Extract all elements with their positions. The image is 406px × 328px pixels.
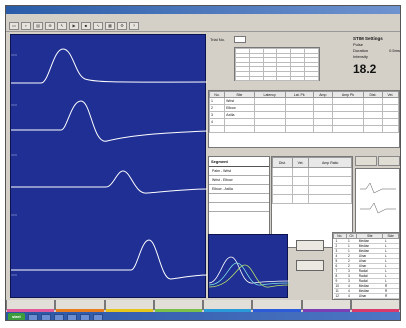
bottom-tab[interactable] (153, 300, 203, 312)
settings-row: Duration 0.5ms (353, 48, 400, 53)
title-bar (6, 6, 400, 14)
list-item[interactable]: Elbow - Axilla (209, 185, 269, 194)
tab-color-bar (105, 309, 153, 312)
trace-2 (11, 100, 207, 142)
tab-color-bar (253, 309, 301, 312)
latency-table: No. Site Latency Lat. Pk Amp Amp Pk Dist. Ve… (208, 90, 400, 148)
segment-heading: Segment (209, 157, 269, 167)
list-item[interactable] (209, 203, 269, 212)
table-row[interactable] (272, 176, 352, 186)
results-panel: Trial No. STIM Settings Pulse Duration 0.… (208, 34, 400, 300)
toolbar: ▭ ▪ ▤ ⊕ ↖ ▶ ■ ∿ ▦ ⚙ ? (6, 21, 400, 32)
trace-4 (11, 239, 207, 280)
open-icon[interactable]: ▭ (9, 22, 19, 30)
tab-color-bar (7, 309, 55, 312)
app-window: ▭ ▪ ▤ ⊕ ↖ ▶ ■ ∿ ▦ ⚙ ? (5, 5, 401, 321)
tab-color-bar (204, 309, 252, 312)
table-row[interactable] (272, 185, 352, 195)
settings-row: Pulse (353, 42, 364, 47)
trace-list: No. Ch Site Side 1 1 Median L 2 1 Median L 3 1 Medi… (332, 232, 400, 300)
save-icon[interactable]: ▪ (21, 22, 31, 30)
table-row[interactable]: 9 3 Radial L (333, 278, 399, 284)
table-row[interactable]: 3 Axilla (209, 111, 399, 119)
zoom-icon[interactable]: ⊕ (45, 22, 55, 30)
table-icon[interactable]: ▦ (105, 22, 115, 30)
control-button[interactable] (296, 260, 324, 271)
table-row[interactable] (209, 125, 399, 133)
waveform-traces (11, 48, 207, 280)
bottom-tab[interactable] (6, 300, 56, 312)
settings-heading: STIM Settings (353, 36, 383, 41)
intensity-value: 18.2 (353, 62, 377, 76)
table-row[interactable]: 8 3 Radial L (333, 273, 399, 279)
table-row[interactable] (272, 194, 352, 204)
taskbar-item[interactable] (27, 313, 38, 320)
taskbar-item[interactable] (66, 313, 77, 320)
bottom-tab[interactable] (252, 300, 302, 312)
tab-color-bar (302, 309, 350, 312)
list-item[interactable] (209, 194, 269, 203)
table-row[interactable]: 4 2 Ulnar L (333, 253, 399, 259)
table-row[interactable]: 10 4 Median R (333, 283, 399, 289)
print-icon[interactable]: ▤ (33, 22, 43, 30)
play-icon[interactable]: ▶ (69, 22, 79, 30)
velocity-table: Dist. Vel. Amp Ratio (271, 156, 353, 248)
settings-icon[interactable]: ⚙ (117, 22, 127, 30)
table-row[interactable]: 7 3 Radial L (333, 268, 399, 274)
trial-label: Trial No. (210, 37, 225, 42)
taskbar-item[interactable] (53, 313, 64, 320)
trial-input[interactable] (234, 36, 246, 43)
side-tab[interactable] (378, 156, 400, 166)
tab-color-bar (56, 309, 104, 312)
control-area (290, 234, 328, 298)
table-row[interactable]: 11 4 Median R (333, 288, 399, 294)
table-row[interactable]: 2 1 Median L (333, 243, 399, 249)
summary-grid (234, 47, 320, 82)
tab-color-bar (351, 309, 399, 312)
waveform-panel[interactable] (10, 34, 207, 298)
bottom-tab[interactable] (55, 300, 105, 312)
side-tab[interactable] (355, 156, 377, 166)
table-row[interactable]: 3 1 Median L (333, 248, 399, 254)
table-row[interactable]: 1 Wrist (209, 97, 399, 105)
taskbar-item[interactable] (79, 313, 90, 320)
bottom-tab[interactable] (203, 300, 253, 312)
trace-1 (11, 48, 207, 84)
table-header: Dist. Vel. Amp Ratio (272, 157, 352, 168)
taskbar-item[interactable] (92, 313, 103, 320)
trial-row: Trial No. (208, 34, 348, 44)
menu-bar (6, 14, 400, 21)
bottom-tab-strip (6, 300, 400, 312)
taskbar: start (6, 312, 400, 320)
table-row[interactable]: 6 2 Ulnar L (333, 263, 399, 269)
graph-icon[interactable]: ∿ (93, 22, 103, 30)
table-header: No. Site Latency Lat. Pk Amp Amp Pk Dist. Ve… (209, 91, 399, 98)
stim-settings: STIM Settings Pulse Duration 0.5ms Intens… (353, 36, 400, 86)
table-row[interactable]: 5 2 Ulnar L (333, 258, 399, 264)
control-button[interactable] (296, 240, 324, 251)
taskbar-item[interactable] (40, 313, 51, 320)
bottom-tab[interactable] (301, 300, 351, 312)
list-item[interactable]: Palm - Wrist (209, 167, 269, 176)
table-row[interactable]: 2 Elbow (209, 104, 399, 112)
trace-3 (11, 170, 207, 194)
cursor-icon[interactable]: ↖ (57, 22, 67, 30)
bottom-tab[interactable] (104, 300, 154, 312)
stop-icon[interactable]: ■ (81, 22, 91, 30)
help-icon[interactable]: ? (129, 22, 139, 30)
table-row[interactable]: 4 (209, 118, 399, 126)
start-button[interactable]: start (8, 313, 25, 320)
table-header: No. Ch Site Side (333, 233, 399, 239)
bottom-tab[interactable] (350, 300, 400, 312)
list-item[interactable]: Wrist - Elbow (209, 176, 269, 185)
table-row[interactable]: 1 1 Median L (333, 238, 399, 244)
overlay-plot[interactable] (208, 234, 290, 298)
table-row[interactable]: 12 4 Ulnar R (333, 293, 399, 299)
settings-row: Intensity (353, 54, 368, 59)
tab-color-bar (154, 309, 202, 312)
table-row[interactable] (272, 167, 352, 177)
